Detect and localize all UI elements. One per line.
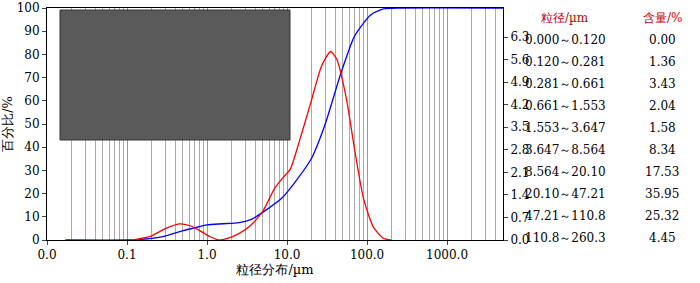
svg-text:8.564～20.10: 8.564～20.10 (525, 165, 606, 179)
svg-text:0.7: 0.7 (510, 211, 529, 225)
svg-text:1.4: 1.4 (510, 188, 529, 202)
svg-text:30: 30 (24, 164, 39, 178)
svg-text:40: 40 (24, 140, 39, 154)
svg-text:6.3: 6.3 (510, 30, 529, 44)
svg-text:60: 60 (24, 94, 39, 108)
svg-text:3.43: 3.43 (649, 77, 676, 91)
svg-text:35.95: 35.95 (645, 187, 679, 201)
svg-text:2.8: 2.8 (510, 143, 529, 157)
svg-text:50: 50 (24, 117, 39, 131)
svg-text:20.10～47.21: 20.10～47.21 (525, 187, 606, 201)
svg-text:3.5: 3.5 (510, 120, 529, 134)
svg-text:5.6: 5.6 (510, 53, 529, 67)
svg-text:2.1: 2.1 (510, 166, 529, 180)
svg-text:20: 20 (24, 187, 39, 201)
svg-text:0.1: 0.1 (117, 248, 136, 262)
svg-text:1.58: 1.58 (649, 121, 676, 135)
svg-text:粒径/µm: 粒径/µm (541, 11, 589, 25)
svg-text:3.647～8.564: 3.647～8.564 (525, 143, 606, 157)
svg-text:0: 0 (32, 233, 40, 247)
svg-text:17.53: 17.53 (645, 165, 679, 179)
svg-text:0.0: 0.0 (510, 233, 529, 247)
svg-text:110.8～260.3: 110.8～260.3 (525, 231, 606, 245)
svg-text:0.00: 0.00 (649, 33, 676, 47)
svg-text:70: 70 (24, 71, 39, 85)
svg-text:25.32: 25.32 (645, 209, 679, 223)
svg-text:80: 80 (24, 48, 39, 62)
svg-text:0.281～0.661: 0.281～0.661 (525, 77, 606, 91)
svg-text:10: 10 (24, 210, 39, 224)
svg-text:1.553～3.647: 1.553～3.647 (525, 121, 606, 135)
svg-text:4.9: 4.9 (510, 75, 529, 89)
svg-text:2.04: 2.04 (649, 99, 676, 113)
svg-text:0.000～0.120: 0.000～0.120 (525, 33, 606, 47)
svg-text:含量/%: 含量/% (643, 11, 682, 25)
svg-text:90: 90 (24, 24, 39, 38)
svg-text:100: 100 (17, 1, 40, 15)
svg-text:0.120～0.281: 0.120～0.281 (525, 55, 606, 69)
svg-text:1.36: 1.36 (649, 55, 676, 69)
svg-text:0.0: 0.0 (37, 248, 56, 262)
svg-text:百分比/%: 百分比/% (0, 96, 15, 152)
svg-text:1.0: 1.0 (197, 248, 216, 262)
svg-text:粒径分布/µm: 粒径分布/µm (236, 262, 313, 277)
svg-text:47.21～110.8: 47.21～110.8 (525, 209, 606, 223)
svg-text:4.45: 4.45 (649, 231, 676, 245)
svg-text:0.661～1.553: 0.661～1.553 (525, 99, 606, 113)
svg-text:100.0: 100.0 (350, 248, 384, 262)
svg-text:10.0: 10.0 (274, 248, 301, 262)
svg-text:4.2: 4.2 (510, 98, 529, 112)
svg-text:1000.0: 1000.0 (426, 248, 468, 262)
svg-text:8.34: 8.34 (649, 143, 676, 157)
